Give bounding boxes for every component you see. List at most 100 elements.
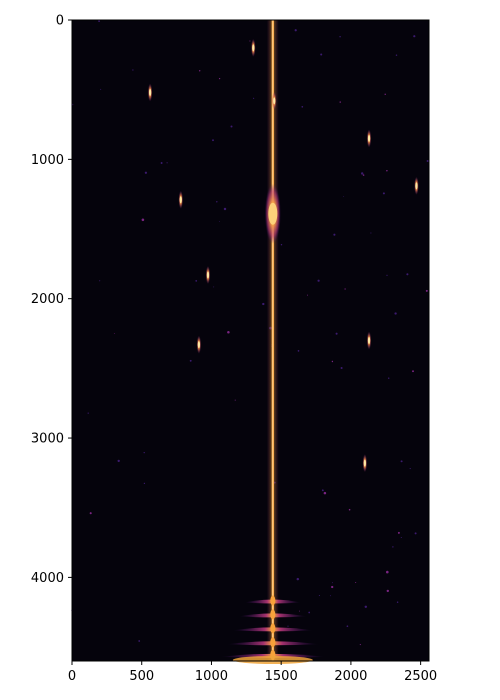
faint-source (294, 29, 297, 32)
faint-source (195, 280, 198, 282)
faint-source (397, 531, 400, 534)
faint-source (223, 207, 227, 211)
faint-source (198, 70, 201, 72)
main-streak-layer (264, 20, 281, 661)
bright-source (415, 182, 418, 190)
faint-source (386, 169, 388, 172)
faint-source (253, 97, 255, 99)
faint-source (323, 491, 327, 495)
faint-source (396, 601, 399, 603)
x-tick-label: 500 (129, 669, 154, 684)
y-tick-label: 3000 (31, 432, 64, 447)
faint-source (287, 625, 289, 627)
faint-source (141, 218, 145, 222)
faint-source (113, 333, 115, 334)
faint-source (230, 125, 233, 128)
faint-source (213, 286, 215, 288)
y-tick-label: 4000 (31, 571, 64, 586)
x-tick-label: 2000 (334, 669, 367, 684)
faint-source (346, 625, 349, 628)
flare-core (270, 637, 276, 648)
faint-source (400, 536, 402, 539)
faint-source (331, 585, 334, 589)
faint-source (333, 233, 336, 236)
faint-source (249, 40, 251, 42)
faint-source (227, 330, 230, 334)
faint-source (99, 280, 101, 282)
bright-source (179, 196, 182, 204)
faint-source (360, 172, 364, 175)
faint-source (330, 595, 331, 597)
faint-source (395, 54, 398, 56)
faint-source (144, 171, 148, 174)
faint-source (414, 532, 417, 535)
bright-source (367, 134, 371, 142)
y-tick-label: 2000 (31, 292, 64, 307)
x-tick-label: 0 (68, 669, 76, 684)
faint-source (321, 489, 324, 492)
faint-source (386, 570, 389, 574)
faint-source (339, 101, 341, 103)
faint-source (339, 36, 341, 38)
flare-core (270, 609, 276, 620)
faint-source (234, 399, 236, 401)
bright-source (206, 271, 210, 279)
faint-source (386, 589, 389, 593)
bright-source (367, 337, 371, 344)
faint-source (216, 201, 218, 203)
faint-source (166, 162, 168, 164)
faint-source (87, 412, 89, 414)
faint-source (364, 605, 368, 609)
x-axis: 0 500 1000 1500 2000 2500 (68, 661, 437, 684)
faint-source (143, 451, 145, 454)
faint-source (296, 577, 300, 581)
faint-source (386, 274, 388, 276)
bright-source (197, 341, 201, 349)
bright-source (252, 44, 255, 52)
faint-source (340, 366, 343, 370)
faint-source (387, 377, 390, 379)
y-tick-label: 1000 (31, 153, 64, 168)
y-axis: 0 1000 2000 3000 4000 (31, 14, 72, 586)
faint-source (355, 582, 357, 583)
bottom-glow (232, 656, 313, 664)
faint-source (331, 360, 334, 363)
faint-source (426, 160, 429, 162)
faint-source (382, 192, 385, 195)
bright-sources-layer (147, 38, 419, 473)
faint-source (218, 77, 221, 80)
faint-source (301, 105, 304, 108)
faint-source (318, 594, 320, 597)
faint-source (409, 468, 411, 470)
faint-source (117, 459, 120, 463)
bright-source (273, 97, 276, 105)
faint-source (359, 644, 361, 646)
faint-source (348, 508, 351, 511)
faint-source (413, 35, 416, 38)
faint-source (335, 332, 338, 335)
bright-source (148, 88, 152, 96)
faint-source (100, 88, 102, 90)
faint-source (89, 512, 92, 515)
faint-source (320, 53, 323, 56)
faint-source (317, 279, 320, 282)
faint-source (189, 359, 192, 362)
faint-source (280, 244, 283, 246)
faint-source (132, 69, 134, 71)
faint-source (298, 610, 300, 612)
bright-source (363, 459, 366, 467)
faint-source (384, 93, 386, 95)
image-panel (71, 19, 430, 664)
faint-source (394, 312, 397, 315)
image-background (72, 20, 429, 661)
faint-source (219, 221, 221, 223)
bright-core (268, 202, 278, 225)
faint-source (308, 611, 311, 614)
faint-source (98, 20, 101, 22)
y-tick-label: 0 (56, 14, 64, 29)
x-tick-label: 2500 (404, 669, 437, 684)
faint-source (297, 350, 300, 352)
faint-source (392, 546, 394, 548)
faint-source (307, 294, 308, 296)
faint-source (400, 460, 403, 463)
